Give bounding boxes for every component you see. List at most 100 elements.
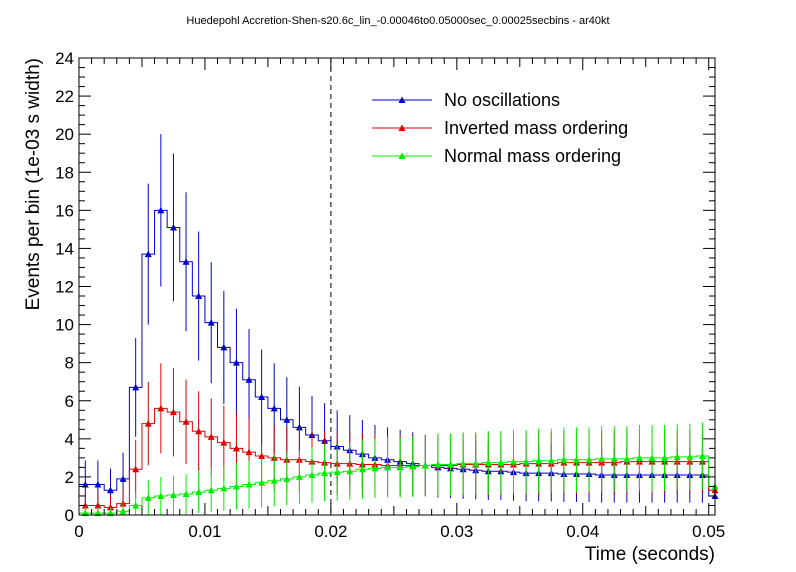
legend-entry: Normal mass ordering xyxy=(372,146,621,166)
y-axis-label: Events per bin (1e-03 s width) xyxy=(23,58,44,310)
data-point xyxy=(635,454,643,461)
plot-area xyxy=(79,58,719,517)
data-point xyxy=(220,343,228,351)
x-axis-label: Time (seconds) xyxy=(585,544,715,565)
data-point xyxy=(610,455,618,462)
legend-marker xyxy=(398,96,406,103)
data-point xyxy=(484,459,492,466)
data-point xyxy=(195,292,203,300)
data-point xyxy=(132,501,140,509)
x-tick-label: 0.01 xyxy=(188,522,221,541)
data-point xyxy=(321,469,329,477)
series-step-line xyxy=(79,407,715,508)
y-tick-label: 20 xyxy=(55,125,74,144)
y-tick-label: 22 xyxy=(55,87,74,106)
data-point xyxy=(295,423,303,431)
y-tick-label: 16 xyxy=(55,201,74,220)
y-tick-label: 0 xyxy=(65,506,74,525)
data-point xyxy=(333,468,341,476)
data-point xyxy=(384,463,392,471)
data-point xyxy=(106,509,114,517)
data-point xyxy=(182,258,190,265)
x-tick-label: 0 xyxy=(74,522,83,541)
data-point xyxy=(547,457,555,464)
data-point xyxy=(270,404,278,412)
data-point xyxy=(258,479,266,486)
data-point xyxy=(81,481,89,488)
data-point xyxy=(157,492,165,499)
data-point xyxy=(497,459,505,466)
data-point xyxy=(81,501,89,509)
data-point xyxy=(434,461,442,468)
data-point xyxy=(472,460,480,467)
data-point xyxy=(623,455,631,462)
data-point xyxy=(572,456,580,463)
y-tick-label: 4 xyxy=(65,430,74,449)
series-step-line xyxy=(79,209,715,497)
data-point xyxy=(673,453,681,460)
series-1 xyxy=(79,363,719,515)
data-point xyxy=(207,433,215,440)
data-point xyxy=(232,482,240,490)
data-point xyxy=(535,457,543,464)
chart-title: Huedepohl Accretion-Shen-s20.6c_lin_-0.0… xyxy=(186,15,609,27)
data-point xyxy=(232,444,240,452)
data-point xyxy=(157,206,165,214)
data-point xyxy=(371,464,379,472)
y-tick-label: 2 xyxy=(65,468,74,487)
series-step-line xyxy=(79,455,715,514)
data-point xyxy=(245,448,253,456)
y-tick-label: 24 xyxy=(55,49,74,68)
data-point xyxy=(686,453,694,460)
data-point xyxy=(648,454,656,461)
data-point xyxy=(245,481,253,488)
data-point xyxy=(106,486,114,494)
data-point xyxy=(459,460,467,467)
data-point xyxy=(560,456,568,463)
data-point xyxy=(421,461,429,469)
legend-marker xyxy=(398,152,406,159)
data-point xyxy=(94,481,102,488)
data-point xyxy=(258,452,266,459)
y-tick-label: 6 xyxy=(65,392,74,411)
data-point xyxy=(283,416,291,423)
data-point xyxy=(195,488,203,496)
data-point xyxy=(220,439,228,446)
data-point xyxy=(81,509,89,517)
legend-label: No oscillations xyxy=(444,90,560,110)
x-tick-label: 0.03 xyxy=(440,522,473,541)
y-tick-label: 12 xyxy=(55,278,74,297)
x-tick-label: 0.05 xyxy=(692,522,725,541)
legend-marker xyxy=(398,124,406,131)
data-point xyxy=(169,408,177,416)
data-point xyxy=(94,509,102,517)
data-point xyxy=(144,420,152,427)
data-point xyxy=(308,471,316,479)
data-point xyxy=(283,475,291,482)
data-point xyxy=(94,501,102,509)
data-point xyxy=(522,458,530,465)
legend-entry: Inverted mass ordering xyxy=(372,118,628,138)
data-point xyxy=(585,456,593,463)
y-tick-label: 10 xyxy=(55,316,74,335)
data-point xyxy=(132,383,140,391)
x-tick-label: 0.04 xyxy=(566,522,599,541)
data-point xyxy=(270,477,278,484)
y-tick-label: 8 xyxy=(65,354,74,373)
data-point xyxy=(132,465,140,473)
legend-label: Normal mass ordering xyxy=(444,146,621,166)
data-point xyxy=(661,454,669,461)
legend: No oscillations Inverted mass ordering Nor… xyxy=(372,90,628,166)
data-point xyxy=(195,427,203,435)
data-point xyxy=(409,462,417,470)
data-point xyxy=(447,461,455,468)
data-point xyxy=(358,465,366,473)
data-point xyxy=(169,223,177,231)
data-point xyxy=(119,507,127,515)
y-tick-label: 18 xyxy=(55,163,74,182)
data-point xyxy=(144,494,152,501)
data-point xyxy=(182,418,190,425)
data-point xyxy=(346,467,354,475)
